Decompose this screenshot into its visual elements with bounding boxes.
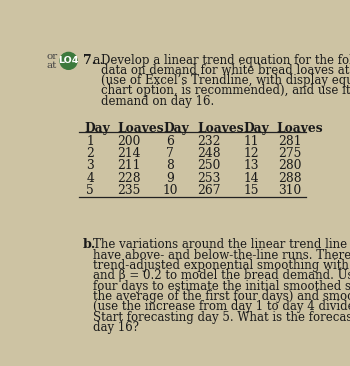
Text: 2: 2 bbox=[86, 147, 94, 160]
Text: Loaves: Loaves bbox=[197, 123, 244, 135]
Text: 12: 12 bbox=[244, 147, 259, 160]
Text: 211: 211 bbox=[117, 160, 141, 172]
Text: 235: 235 bbox=[117, 184, 141, 197]
Text: 267: 267 bbox=[197, 184, 220, 197]
Text: 228: 228 bbox=[117, 172, 141, 185]
Text: LO4: LO4 bbox=[58, 56, 79, 66]
Text: 7.: 7. bbox=[83, 54, 96, 67]
Text: a.: a. bbox=[92, 54, 104, 67]
Text: day 16?: day 16? bbox=[93, 321, 139, 334]
Text: chart option, is recommended), and use it to forecast: chart option, is recommended), and use i… bbox=[101, 85, 350, 97]
Text: 15: 15 bbox=[244, 184, 259, 197]
Text: 8: 8 bbox=[166, 160, 174, 172]
Text: the average of the first four days) and smoothed trend: the average of the first four days) and … bbox=[93, 290, 350, 303]
Text: Day: Day bbox=[84, 123, 110, 135]
Text: Start forecasting day 5. What is the forecast for: Start forecasting day 5. What is the for… bbox=[93, 311, 350, 324]
Text: 280: 280 bbox=[279, 160, 302, 172]
Text: b.: b. bbox=[83, 238, 96, 251]
Text: at: at bbox=[46, 61, 56, 70]
Text: 1: 1 bbox=[86, 135, 94, 148]
Circle shape bbox=[60, 52, 77, 69]
Text: 4: 4 bbox=[86, 172, 94, 185]
Text: 3: 3 bbox=[86, 160, 94, 172]
Text: 248: 248 bbox=[197, 147, 220, 160]
Text: Day: Day bbox=[244, 123, 270, 135]
Text: Loaves: Loaves bbox=[117, 123, 164, 135]
Text: (use the increase from day 1 to day 4 divided by 3).: (use the increase from day 1 to day 4 di… bbox=[93, 300, 350, 313]
Text: 11: 11 bbox=[244, 135, 259, 148]
Text: 10: 10 bbox=[162, 184, 178, 197]
Text: data on demand for white bread loaves at a bakery: data on demand for white bread loaves at… bbox=[101, 64, 350, 77]
Text: trend-adjusted exponential smoothing with α = 0.3: trend-adjusted exponential smoothing wit… bbox=[93, 259, 350, 272]
Text: or: or bbox=[46, 52, 57, 61]
Text: 214: 214 bbox=[117, 147, 141, 160]
Text: Develop a linear trend equation for the following: Develop a linear trend equation for the … bbox=[101, 54, 350, 67]
Text: Day: Day bbox=[164, 123, 190, 135]
Text: 275: 275 bbox=[279, 147, 302, 160]
Text: 250: 250 bbox=[197, 160, 220, 172]
Text: and β = 0.2 to model the bread demand. Use the first: and β = 0.2 to model the bread demand. U… bbox=[93, 269, 350, 282]
Text: 6: 6 bbox=[166, 135, 174, 148]
Text: 310: 310 bbox=[279, 184, 302, 197]
Text: have above- and below-the-line runs. Therefore, use: have above- and below-the-line runs. The… bbox=[93, 249, 350, 261]
Text: Loaves: Loaves bbox=[276, 123, 323, 135]
Text: 9: 9 bbox=[166, 172, 174, 185]
Text: (use of Excel’s Trendline, with display equation on: (use of Excel’s Trendline, with display … bbox=[101, 74, 350, 87]
Text: The variations around the linear trend line seem to: The variations around the linear trend l… bbox=[93, 238, 350, 251]
Text: 288: 288 bbox=[278, 172, 302, 185]
Text: 200: 200 bbox=[117, 135, 141, 148]
Text: 14: 14 bbox=[244, 172, 259, 185]
Text: 253: 253 bbox=[197, 172, 220, 185]
Text: demand on day 16.: demand on day 16. bbox=[101, 94, 214, 108]
Text: 281: 281 bbox=[279, 135, 302, 148]
Text: 7: 7 bbox=[166, 147, 174, 160]
Text: four days to estimate the initial smoothed series (use: four days to estimate the initial smooth… bbox=[93, 280, 350, 292]
Text: 5: 5 bbox=[86, 184, 94, 197]
Text: 13: 13 bbox=[244, 160, 259, 172]
Text: 232: 232 bbox=[197, 135, 220, 148]
